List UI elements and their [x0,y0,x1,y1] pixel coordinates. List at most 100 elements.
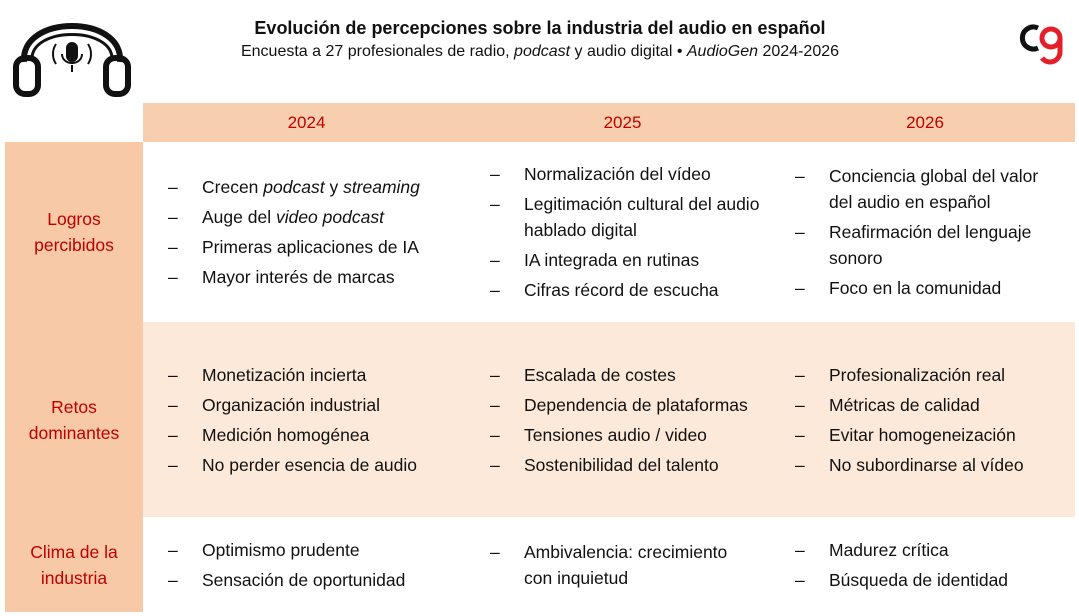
list-item: Conciencia global del valor del audio en… [775,163,1075,215]
item-text: Sensación de oportunidad [202,567,405,593]
list-item: Sostenibilidad del talento [470,452,775,478]
item-text: Optimismo prudente [202,537,360,563]
item-text: No subordinarse al vídeo [829,452,1065,478]
list-item: Auge del video podcast [148,204,470,230]
list-item: Dependencia de plataformas [470,392,775,418]
list-item: Búsqueda de identidad [775,567,1075,593]
subtitle: Encuesta a 27 profesionales de radio, po… [160,40,920,64]
list-item: Monetización incierta [148,362,470,388]
cell: Optimismo prudente Sensación de oportunid… [143,517,470,612]
text-run: Escalada de costes [524,364,676,385]
list-item: Medición homogénea [148,422,470,448]
cell: Normalización del vídeo Legitimación cult… [470,142,775,322]
text-run: Encuesta a 27 profesionales de radio, [240,43,515,60]
item-text: Tensiones audio / video [524,422,760,448]
list-item: Legitimación cultural del audio hablado … [470,191,775,243]
item-text: IA integrada en rutinas [524,247,760,273]
list-item: Primeras aplicaciones de IA [148,234,470,260]
text-run: Métricas de calidad [829,394,980,415]
text-run: Ambivalencia: crecimiento con inquietud [524,541,728,588]
text-run: Medición homogénea [202,424,370,445]
text-run: Monetización incierta [202,364,367,385]
list-item: Organización industrial [148,392,470,418]
text-run: Cifras récord de escucha [524,280,719,300]
cell: Crecen podcast y streaming Auge del video… [143,142,470,322]
italic-run: podcast [514,43,571,60]
text-run: Foco en la comunidad [829,278,1002,298]
list-item: Escalada de costes [470,362,775,388]
item-text: Búsqueda de identidad [829,567,1065,593]
list-item: No perder esencia de audio [148,452,470,478]
list-item: IA integrada en rutinas [470,247,775,273]
italic-run: podcast [263,177,325,197]
item-text: Madurez crítica [829,537,1065,563]
text-run: IA integrada en rutinas [524,250,700,270]
text-run: Tensiones audio / video [524,424,707,445]
cell: Conciencia global del valor del audio en… [775,142,1075,322]
text-run: Reafirmación del lenguaje sonoro [829,222,1032,268]
item-text: Monetización incierta [202,362,366,388]
text-run: Legitimación cultural del audio hablado … [524,194,760,240]
item-text: Escalada de costes [524,362,760,388]
item-text: Legitimación cultural del audio hablado … [524,191,760,243]
text-run: Optimismo prudente [202,539,360,560]
italic-run: streaming [343,177,420,197]
text-run: y [324,177,344,197]
cell: Madurez crítica Búsqueda de identidad [775,517,1075,612]
item-text: Primeras aplicaciones de IA [202,234,419,260]
list-item: Foco en la comunidad [775,275,1075,301]
list-item: Madurez crítica [775,537,1075,563]
column-header: 2025 [470,103,775,142]
italic-run: video podcast [275,207,384,227]
list-item: Ambivalencia: crecimiento con inquietud [470,539,775,591]
item-text: Organización industrial [202,392,380,418]
row-label: Clima de la industria [5,517,143,612]
list-item: Reafirmación del lenguaje sonoro [775,219,1075,271]
text-run: Normalización del vídeo [524,164,711,184]
item-text: Medición homogénea [202,422,369,448]
cell: Monetización incierta Organización indust… [143,322,470,517]
cell: Escalada de costes Dependencia de platafo… [470,322,775,517]
item-text: Dependencia de plataformas [524,392,760,418]
item-text: Cifras récord de escucha [524,277,760,303]
cell: Profesionalización real Métricas de calid… [775,322,1075,517]
text-run: Organización industrial [202,394,381,415]
text-run: Sensación de oportunidad [202,569,406,590]
list-item: Normalización del vídeo [470,161,775,187]
text-run: Profesionalización real [829,364,1006,385]
list-item: Tensiones audio / video [470,422,775,448]
row-label: Logros percibidos [5,142,143,322]
text-run: y audio digital • [570,43,687,60]
text-run: Crecen [202,177,264,197]
text-run: No perder esencia de audio [202,454,418,475]
item-text: Profesionalización real [829,362,1065,388]
text-run: Evitar homogeneización [829,424,1016,445]
text-run: Conciencia global del valor del audio en… [829,166,1039,212]
title: Evolución de percepciones sobre la indus… [254,18,826,38]
list-item: Profesionalización real [775,362,1075,388]
item-text: Métricas de calidad [829,392,1065,418]
list-item: Optimismo prudente [148,537,470,563]
text-run: Búsqueda de identidad [829,569,1009,590]
item-text: Foco en la comunidad [829,275,1065,301]
list-item: Crecen podcast y streaming [148,174,470,200]
text-run: 2024-2026 [758,43,840,60]
text-run: Auge del [202,207,276,227]
corner [5,103,143,142]
text-run: Mayor interés de marcas [202,267,395,287]
item-text: Sostenibilidad del talento [524,452,760,478]
logo [1019,24,1063,65]
column-header: 2024 [143,103,470,142]
text-run: No subordinarse al vídeo [829,454,1024,475]
text-run: Sostenibilidad del talento [524,454,719,475]
item-text: Auge del video podcast [202,204,384,230]
item-text: Evitar homogeneización [829,422,1065,448]
item-text: Crecen podcast y streaming [202,174,420,200]
text-run: Primeras aplicaciones de IA [202,237,419,257]
item-text: Mayor interés de marcas [202,264,395,290]
item-text: Conciencia global del valor del audio en… [829,163,1065,215]
cell: Ambivalencia: crecimiento con inquietud [470,517,775,612]
list-item: Cifras récord de escucha [470,277,775,303]
